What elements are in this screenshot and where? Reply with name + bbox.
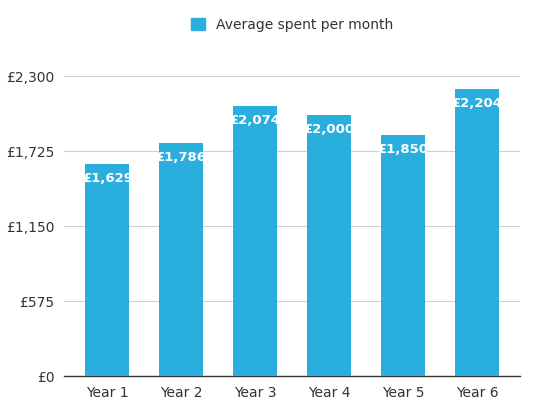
Text: £2,000: £2,000 (303, 123, 355, 136)
Text: £1,629: £1,629 (82, 171, 132, 185)
Text: £1,786: £1,786 (155, 151, 207, 164)
Legend: Average spent per month: Average spent per month (191, 18, 393, 32)
Bar (159, 143, 203, 376)
Text: £2,204: £2,204 (451, 97, 503, 110)
Text: £1,850: £1,850 (377, 143, 429, 156)
Bar (85, 164, 129, 376)
Text: £2,074: £2,074 (229, 114, 281, 127)
Bar (233, 106, 277, 376)
Bar (455, 89, 499, 376)
Bar (307, 115, 351, 376)
Bar (381, 135, 425, 376)
